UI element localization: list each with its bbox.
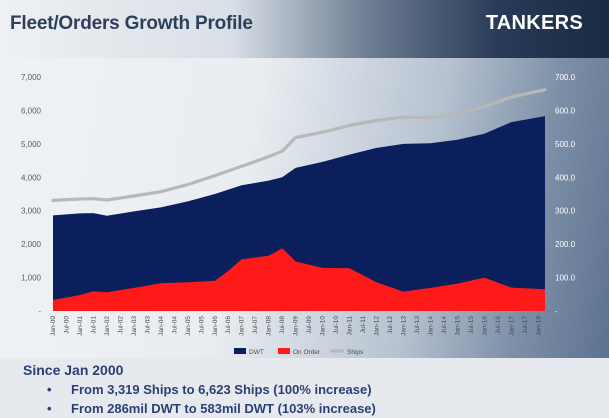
legend-swatch-on-order (278, 348, 290, 354)
left-tick-label: 4,000 (21, 173, 42, 182)
left-tick-label: 6,000 (21, 106, 42, 115)
x-tick-label: Jul-10 (333, 316, 340, 334)
bullet-icon: • (47, 401, 52, 416)
x-tick-label: Jan-14 (427, 316, 434, 336)
x-tick-label: Jan-02 (104, 316, 111, 336)
dwt-area (53, 116, 545, 311)
segment-badge: TANKERS (485, 12, 583, 34)
x-tick-label: Jul-06 (225, 316, 232, 334)
x-tick-label: Jan-15 (454, 316, 461, 336)
legend-label-ships: Ships (347, 349, 364, 356)
x-tick-label: Jul-08 (279, 316, 286, 334)
chart-legend: DWT On Order Ships (234, 348, 364, 356)
x-tick-label: Jul-03 (144, 316, 151, 334)
legend-label-on-order: On Order (293, 349, 321, 356)
x-tick-label: Jul-01 (90, 316, 97, 334)
x-tick-label: Jan-06 (212, 316, 219, 336)
page-title: Fleet/Orders Growth Profile (10, 13, 253, 34)
right-tick-label: 700.0 (555, 73, 576, 82)
x-tick-label: Jul-02 (117, 316, 124, 334)
x-tick-label: Jan-17 (508, 316, 515, 336)
bullet-icon: • (47, 382, 52, 397)
legend-label-dwt: DWT (249, 349, 264, 356)
summary-panel (0, 358, 609, 418)
ships-line (51, 88, 547, 202)
x-tick-label: Jan-07 (239, 316, 246, 336)
left-axis: - 1,000 2,000 3,000 4,000 5,000 6,000 7,000 (21, 73, 42, 316)
series-layer (51, 88, 547, 311)
x-tick-label: Jan-03 (131, 316, 138, 336)
x-tick-label: Jul-05 (198, 316, 205, 334)
x-tick-label: Jan-13 (400, 316, 407, 336)
x-tick-label: Jul-17 (522, 316, 529, 334)
left-tick-label: 2,000 (21, 240, 42, 249)
x-tick-label: Jan-11 (347, 316, 354, 336)
right-tick-label: 200.0 (555, 240, 576, 249)
right-tick-label: 300.0 (555, 207, 576, 216)
x-tick-label: Jan-10 (320, 316, 327, 336)
left-tick-label: 1,000 (21, 274, 42, 283)
summary-bullet-ships: • From 3,319 Ships to 6,623 Ships (100% i… (47, 382, 372, 397)
bullet-text: From 3,319 Ships to 6,623 Ships (100% in… (71, 382, 372, 397)
left-tick-label: 7,000 (21, 73, 42, 82)
right-tick-label: - (555, 307, 558, 316)
left-tick-label: 5,000 (21, 140, 42, 149)
x-tick-label: Jul-16 (495, 316, 502, 334)
bullet-text: From 286mil DWT to 583mil DWT (103% incr… (71, 401, 376, 416)
x-axis: Jan-00 Jul-00 Jan-01 Jul-01 Jan-02 Jul-02 Jan-… (50, 316, 542, 336)
x-tick-label: Jul-12 (387, 316, 394, 334)
right-tick-label: 500.0 (555, 140, 576, 149)
x-tick-label: Jan-05 (185, 316, 192, 336)
fleet-growth-chart: - 1,000 2,000 3,000 4,000 5,000 6,000 7,000 - 10… (21, 73, 576, 356)
legend-swatch-dwt (234, 348, 246, 354)
x-tick-label: Jul-04 (171, 316, 178, 334)
x-tick-label: Jan-12 (374, 316, 381, 336)
x-tick-label: Jan-18 (535, 316, 542, 336)
x-tick-label: Jan-08 (266, 316, 273, 336)
x-tick-label: Jan-09 (293, 316, 300, 336)
x-tick-label: Jan-01 (77, 316, 84, 336)
left-tick-label: 3,000 (21, 207, 42, 216)
right-tick-label: 100.0 (555, 274, 576, 283)
x-tick-label: Jul-13 (414, 316, 421, 334)
summary-bullet-dwt: • From 286mil DWT to 583mil DWT (103% inc… (47, 401, 376, 416)
right-axis: - 100.0 200.0 300.0 400.0 500.0 600.0 700.0 (555, 73, 576, 316)
x-tick-label: Jul-11 (360, 316, 367, 334)
x-tick-label: Jul-15 (468, 316, 475, 334)
right-tick-label: 600.0 (555, 106, 576, 115)
on-order-area (53, 248, 545, 311)
x-tick-label: Jan-00 (50, 316, 57, 336)
x-tick-label: Jul-00 (63, 316, 70, 334)
left-tick-label: - (38, 307, 41, 316)
x-tick-label: Jan-04 (158, 316, 165, 336)
x-tick-label: Jul-09 (306, 316, 313, 334)
header-banner: Fleet/Orders Growth Profile TANKERS (0, 0, 609, 58)
x-tick-label: Jul-07 (252, 316, 259, 334)
right-tick-label: 400.0 (555, 173, 576, 182)
x-tick-label: Jul-14 (441, 316, 448, 334)
summary-since: Since Jan 2000 (23, 362, 124, 378)
x-tick-label: Jan-16 (481, 316, 488, 336)
